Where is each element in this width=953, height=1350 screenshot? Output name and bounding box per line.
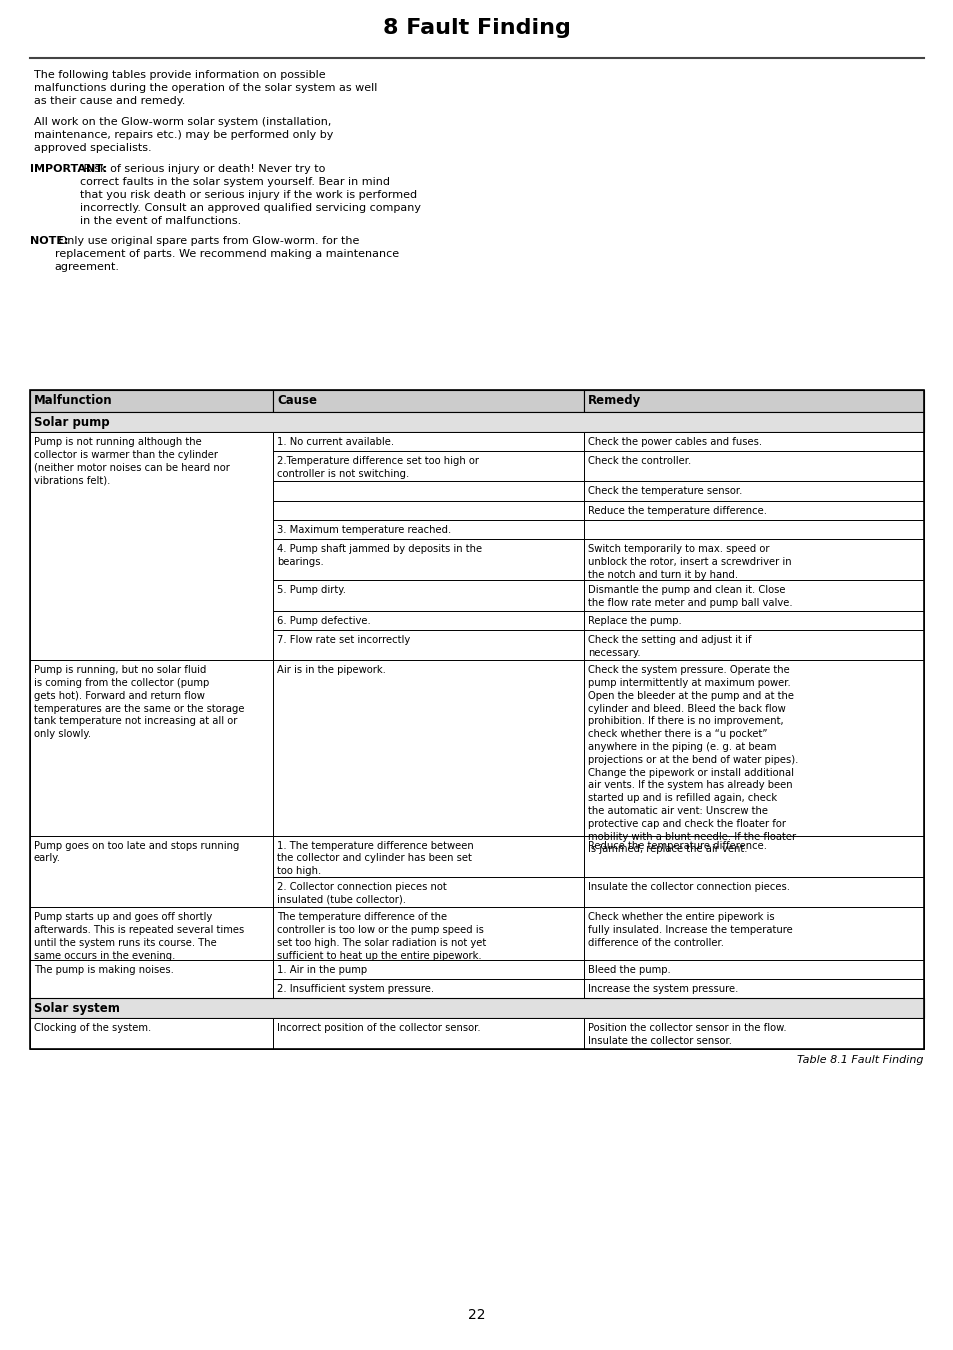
Text: Check the power cables and fuses.: Check the power cables and fuses.: [588, 437, 761, 447]
Text: Pump is running, but no solar fluid
is coming from the collector (pump
gets hot): Pump is running, but no solar fluid is c…: [34, 666, 244, 740]
Text: NOTE:: NOTE:: [30, 236, 69, 247]
Text: Only use original spare parts from Glow-worm. for the
replacement of parts. We r: Only use original spare parts from Glow-…: [54, 236, 398, 271]
Bar: [273, 520, 583, 539]
Text: IMPORTANT:: IMPORTANT:: [30, 165, 107, 174]
Bar: [30, 412, 923, 432]
Bar: [273, 501, 583, 520]
Text: All work on the Glow-worm solar system (installation,
maintenance, repairs etc.): All work on the Glow-worm solar system (…: [34, 117, 333, 153]
Text: Risk of serious injury or death! Never try to
correct faults in the solar system: Risk of serious injury or death! Never t…: [79, 165, 420, 225]
Text: Dismantle the pump and clean it. Close
the flow rate meter and pump ball valve.: Dismantle the pump and clean it. Close t…: [588, 586, 792, 609]
Bar: [273, 660, 583, 836]
Bar: [30, 660, 273, 836]
Text: Switch temporarily to max. speed or
unblock the rotor, insert a screwdriver in
t: Switch temporarily to max. speed or unbl…: [588, 544, 791, 579]
Text: 1. The temperature difference between
the collector and cylinder has been set
to: 1. The temperature difference between th…: [277, 841, 474, 876]
Bar: [273, 610, 583, 630]
Bar: [273, 836, 583, 878]
Bar: [273, 390, 583, 412]
Text: 22: 22: [468, 1308, 485, 1322]
Bar: [30, 390, 923, 1049]
Bar: [30, 390, 273, 412]
Bar: [583, 960, 923, 979]
Bar: [30, 999, 923, 1018]
Text: Reduce the temperature difference.: Reduce the temperature difference.: [588, 841, 766, 850]
Text: Insulate the collector connection pieces.: Insulate the collector connection pieces…: [588, 882, 789, 892]
Text: The pump is making noises.: The pump is making noises.: [34, 965, 173, 975]
Bar: [583, 432, 923, 451]
Bar: [273, 432, 583, 451]
Bar: [273, 878, 583, 907]
Bar: [273, 539, 583, 580]
Text: Remedy: Remedy: [588, 394, 640, 406]
Bar: [273, 580, 583, 610]
Bar: [583, 1018, 923, 1049]
Text: Pump goes on too late and stops running
early.: Pump goes on too late and stops running …: [34, 841, 239, 864]
Bar: [583, 907, 923, 960]
Text: Position the collector sensor in the flow.
Insulate the collector sensor.: Position the collector sensor in the flo…: [588, 1023, 786, 1046]
Bar: [273, 451, 583, 482]
Bar: [583, 878, 923, 907]
Bar: [583, 580, 923, 610]
Bar: [583, 660, 923, 836]
Text: Air is in the pipework.: Air is in the pipework.: [277, 666, 386, 675]
Text: Reduce the temperature difference.: Reduce the temperature difference.: [588, 506, 766, 516]
Bar: [583, 482, 923, 501]
Text: Cause: Cause: [277, 394, 316, 406]
Text: Check the system pressure. Operate the
pump intermittently at maximum power.
Ope: Check the system pressure. Operate the p…: [588, 666, 798, 855]
Text: Bleed the pump.: Bleed the pump.: [588, 965, 670, 975]
Text: 6. Pump defective.: 6. Pump defective.: [277, 616, 371, 626]
Text: The following tables provide information on possible
malfunctions during the ope: The following tables provide information…: [34, 70, 377, 105]
Text: Increase the system pressure.: Increase the system pressure.: [588, 984, 738, 994]
Bar: [583, 836, 923, 878]
Text: Incorrect position of the collector sensor.: Incorrect position of the collector sens…: [277, 1023, 480, 1033]
Text: 2. Collector connection pieces not
insulated (tube collector).: 2. Collector connection pieces not insul…: [277, 882, 446, 905]
Text: Check the setting and adjust it if
necessary.: Check the setting and adjust it if neces…: [588, 634, 751, 657]
Bar: [273, 907, 583, 960]
Bar: [30, 960, 273, 999]
Text: Pump is not running although the
collector is warmer than the cylinder
(neither : Pump is not running although the collect…: [34, 437, 230, 486]
Bar: [273, 960, 583, 979]
Bar: [583, 520, 923, 539]
Text: Check whether the entire pipework is
fully insulated. Increase the temperature
d: Check whether the entire pipework is ful…: [588, 913, 792, 948]
Bar: [273, 482, 583, 501]
Text: Pump starts up and goes off shortly
afterwards. This is repeated several times
u: Pump starts up and goes off shortly afte…: [34, 913, 244, 961]
Bar: [273, 979, 583, 999]
Text: 3. Maximum temperature reached.: 3. Maximum temperature reached.: [277, 525, 451, 535]
Bar: [583, 451, 923, 482]
Text: Solar system: Solar system: [34, 1003, 120, 1015]
Text: 2. Insufficient system pressure.: 2. Insufficient system pressure.: [277, 984, 434, 994]
Text: 1. Air in the pump: 1. Air in the pump: [277, 965, 367, 975]
Text: Check the temperature sensor.: Check the temperature sensor.: [588, 486, 741, 497]
Bar: [583, 630, 923, 660]
Text: 8 Fault Finding: 8 Fault Finding: [383, 18, 570, 38]
Text: Clocking of the system.: Clocking of the system.: [34, 1023, 152, 1033]
Bar: [583, 501, 923, 520]
Text: 7. Flow rate set incorrectly: 7. Flow rate set incorrectly: [277, 634, 410, 645]
Bar: [30, 1018, 273, 1049]
Bar: [583, 539, 923, 580]
Bar: [30, 836, 273, 907]
Bar: [273, 630, 583, 660]
Text: 4. Pump shaft jammed by deposits in the
bearings.: 4. Pump shaft jammed by deposits in the …: [277, 544, 482, 567]
Text: 2.Temperature difference set too high or
controller is not switching.: 2.Temperature difference set too high or…: [277, 456, 478, 479]
Text: Solar pump: Solar pump: [34, 416, 110, 429]
Bar: [583, 979, 923, 999]
Text: 1. No current available.: 1. No current available.: [277, 437, 394, 447]
Text: Table 8.1 Fault Finding: Table 8.1 Fault Finding: [797, 1054, 923, 1065]
Bar: [583, 610, 923, 630]
Text: Check the controller.: Check the controller.: [588, 456, 691, 466]
Bar: [30, 432, 273, 660]
Bar: [30, 907, 273, 960]
Text: Malfunction: Malfunction: [34, 394, 112, 406]
Text: The temperature difference of the
controller is too low or the pump speed is
set: The temperature difference of the contro…: [277, 913, 486, 961]
Text: 5. Pump dirty.: 5. Pump dirty.: [277, 586, 346, 595]
Bar: [273, 1018, 583, 1049]
Bar: [583, 390, 923, 412]
Text: Replace the pump.: Replace the pump.: [588, 616, 681, 626]
